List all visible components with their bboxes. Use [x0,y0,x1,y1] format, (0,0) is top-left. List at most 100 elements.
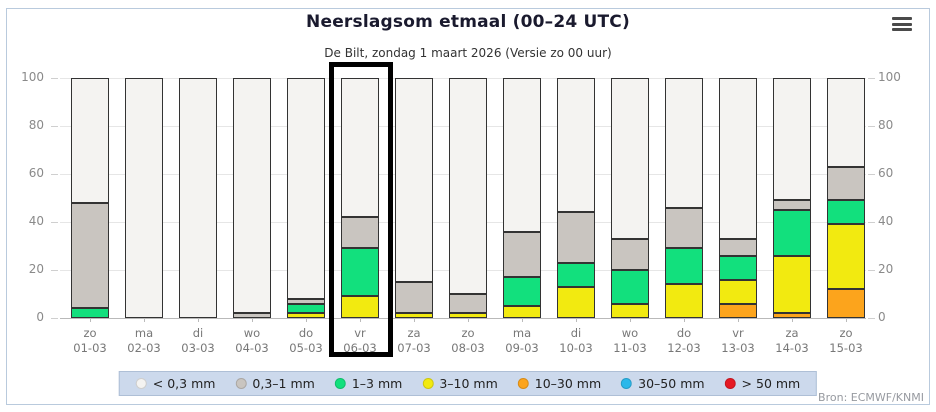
y-axis-tick-label-left-20: 20 [28,262,44,276]
bar-segment-b1_3 [503,277,541,306]
y-axis-tick-mark [51,269,58,271]
bar-segment-b1_3 [665,248,703,285]
legend-dot-icon [724,378,736,389]
y-axis-tick-label-left-80: 80 [28,118,44,132]
x-axis-tick-mark [738,318,739,322]
bar-segment-b1_3 [557,262,595,287]
legend-dot-icon [422,378,434,389]
bar-wo-11-03[interactable] [611,78,649,318]
bar-segment-b1_3 [611,270,649,304]
x-axis-label-vr-06-03: vr 06-03 [343,326,377,355]
bar-vr-06-03[interactable] [341,78,379,318]
bar-ma-02-03[interactable] [125,78,163,318]
y-axis-tick-mark [51,317,58,319]
bar-do-05-03[interactable] [287,78,325,318]
gridline-y-0 [60,317,866,319]
legend-item-b10_30[interactable]: 10–30 mm [517,376,602,391]
bar-segment-b10_30 [773,313,811,318]
bar-segment-b10_30 [827,289,865,318]
chart-title: Neerslagsom etmaal (00–24 UTC) [306,12,630,32]
bar-segment-lt03 [179,78,217,318]
legend-dot-icon [235,378,247,389]
bar-segment-b03_1 [773,200,811,210]
x-axis-label-wo-11-03: wo 11-03 [613,326,647,355]
bar-segment-lt03 [665,78,703,208]
x-axis-label-di-03-03: di 03-03 [181,326,215,355]
bar-segment-b03_1 [287,298,325,304]
x-axis-tick-mark [630,318,631,322]
bar-segment-b1_3 [71,308,109,318]
bar-segment-b03_1 [233,313,271,318]
bar-segment-b03_1 [557,212,595,263]
legend-label: 3–10 mm [439,376,498,391]
legend-item-b3_10[interactable]: 3–10 mm [422,376,498,391]
bar-vr-13-03[interactable] [719,78,757,318]
x-axis-label-do-05-03: do 05-03 [289,326,323,355]
legend-dot-icon [621,378,633,389]
y-axis-tick-label-right-80: 80 [878,118,894,132]
x-axis-label-wo-04-03: wo 04-03 [235,326,269,355]
bar-segment-b1_3 [287,303,325,314]
legend-item-b30_50[interactable]: 30–50 mm [621,376,705,391]
bar-segment-b03_1 [341,217,379,249]
legend-item-lt03[interactable]: < 0,3 mm [135,376,216,391]
bar-segment-b3_10 [449,313,487,318]
bar-segment-b3_10 [827,224,865,290]
y-axis-tick-mark [51,125,58,127]
bar-segment-b3_10 [611,303,649,318]
legend-dot-icon [334,378,346,389]
bar-segment-b3_10 [719,279,757,304]
legend-item-gt50[interactable]: > 50 mm [724,376,801,391]
bar-segment-b03_1 [449,294,487,314]
bar-segment-b1_3 [827,200,865,225]
bar-di-10-03[interactable] [557,78,595,318]
bar-zo-01-03[interactable] [71,78,109,318]
legend-dot-icon [135,378,147,389]
legend-label: > 50 mm [741,376,801,391]
x-axis-label-zo-15-03: zo 15-03 [829,326,863,355]
bar-zo-08-03[interactable] [449,78,487,318]
legend-dot-icon [517,378,529,389]
legend-label: < 0,3 mm [152,376,216,391]
y-axis-tick-mark [51,173,58,175]
bar-za-07-03[interactable] [395,78,433,318]
y-axis-tick-label-left-100: 100 [21,70,44,84]
x-axis-tick-mark [144,318,145,322]
bar-wo-04-03[interactable] [233,78,271,318]
bar-di-03-03[interactable] [179,78,217,318]
x-axis-label-za-14-03: za 14-03 [775,326,809,355]
x-axis-label-vr-13-03: vr 13-03 [721,326,755,355]
legend-label: 10–30 mm [534,376,602,391]
bar-ma-09-03[interactable] [503,78,541,318]
x-axis-label-za-07-03: za 07-03 [397,326,431,355]
legend-item-b03_1[interactable]: 0,3–1 mm [235,376,315,391]
bar-segment-b03_1 [611,238,649,270]
hamburger-menu-icon[interactable] [892,17,912,33]
bar-segment-b03_1 [719,238,757,256]
bar-segment-lt03 [71,78,109,203]
chart-subtitle: De Bilt, zondag 1 maart 2026 (Versie zo … [324,46,612,60]
x-axis-tick-mark [306,318,307,322]
bar-segment-b03_1 [395,282,433,314]
y-axis-tick-mark [868,173,875,175]
bar-do-12-03[interactable] [665,78,703,318]
bar-segment-lt03 [773,78,811,201]
bar-segment-b1_3 [341,248,379,297]
y-axis-tick-label-left-60: 60 [28,166,44,180]
bar-segment-b3_10 [665,284,703,318]
bar-zo-15-03[interactable] [827,78,865,318]
y-axis-tick-label-right-0: 0 [878,310,886,324]
x-axis-tick-mark [522,318,523,322]
y-axis-tick-label-left-0: 0 [36,310,44,324]
bar-segment-b3_10 [341,296,379,318]
bar-za-14-03[interactable] [773,78,811,318]
x-axis-tick-mark [198,318,199,322]
y-axis-tick-mark [868,317,875,319]
legend-item-b1_3[interactable]: 1–3 mm [334,376,402,391]
bar-segment-b10_30 [719,303,757,318]
bar-segment-lt03 [503,78,541,232]
legend-label: 30–50 mm [638,376,705,391]
y-axis-tick-mark [868,77,875,79]
bar-segment-lt03 [611,78,649,239]
bar-segment-lt03 [287,78,325,299]
